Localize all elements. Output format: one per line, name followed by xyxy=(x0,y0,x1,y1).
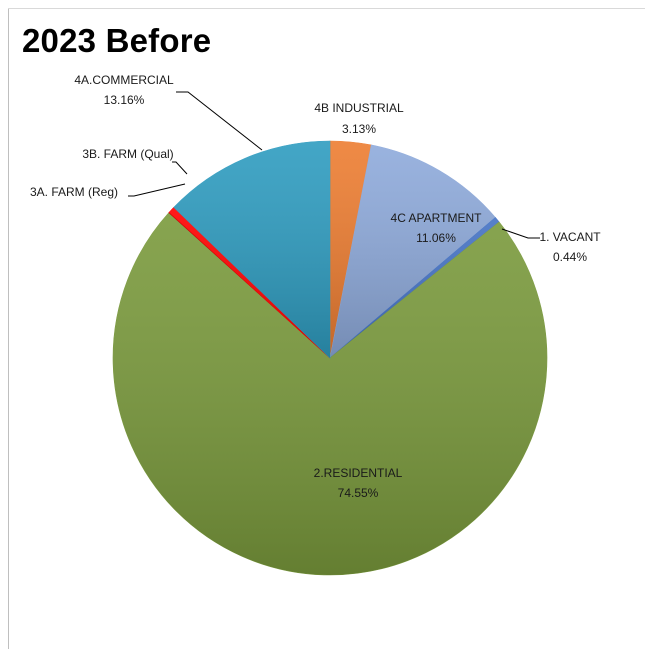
pie-slice-shade-1-vacant xyxy=(330,217,500,358)
slice-label-1-vacant: 1. VACANT xyxy=(539,230,601,244)
leader-line-1-vacant xyxy=(501,228,540,239)
slice-percent-4c-apartment: 11.06% xyxy=(416,231,456,245)
slice-percent-4b-industrial: 3.13% xyxy=(342,122,376,136)
slice-label-3b-farm-qual: 3B. FARM (Qual) xyxy=(82,147,173,161)
slice-label-3a-farm-reg: 3A. FARM (Reg) xyxy=(30,185,118,199)
slice-labels: 4B INDUSTRIAL 3.13% 4C APARTMENT 11.06% 1. V… xyxy=(30,73,601,500)
chart-title: 2023 Before xyxy=(22,22,212,59)
leader-line-4a-commercial xyxy=(176,91,263,151)
pie-slice-shade-4a-commercial xyxy=(173,141,330,358)
slice-label-4a-commercial: 4A.COMMERCIAL xyxy=(74,73,174,87)
leader-lines xyxy=(128,91,540,239)
slice-percent-1-vacant: 0.44% xyxy=(553,250,587,264)
leader-line-3a-farm-reg xyxy=(128,183,186,197)
pie-slice-shade-2-residential xyxy=(112,212,547,576)
slice-percent-2-residential: 74.55% xyxy=(338,486,379,500)
pie-slices xyxy=(112,140,548,576)
top-border xyxy=(8,8,645,9)
left-border xyxy=(8,8,9,649)
pie-slice-shade-3b-farm-qual xyxy=(169,207,330,358)
slice-label-4b-industrial: 4B INDUSTRIAL xyxy=(314,101,404,115)
leader-line-3b-farm-qual xyxy=(172,161,188,175)
pie-slice-shade-4c-apartment xyxy=(330,144,496,358)
slice-percent-4a-commercial: 13.16% xyxy=(104,93,145,107)
slice-label-2-residential: 2.RESIDENTIAL xyxy=(314,466,403,480)
slice-label-4c-apartment: 4C APARTMENT xyxy=(391,211,483,225)
